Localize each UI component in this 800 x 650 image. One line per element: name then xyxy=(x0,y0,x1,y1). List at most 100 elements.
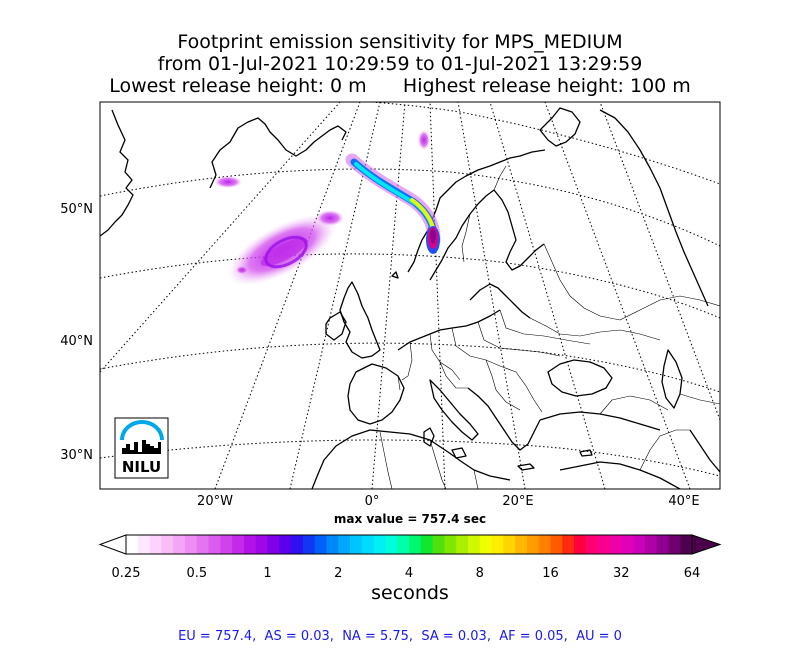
colorbar-tick-label: 0.5 xyxy=(186,566,207,581)
colorbar-swatch xyxy=(585,535,599,554)
colorbar-label: seconds xyxy=(371,582,449,604)
border-16 xyxy=(429,439,447,489)
meridian-20w xyxy=(214,102,361,489)
border-5 xyxy=(499,309,591,345)
logo-text: NILU xyxy=(122,458,161,476)
colorbar-swatch xyxy=(385,535,398,554)
lat-label-30n: 30°N xyxy=(60,448,93,463)
colorbar-tick-label: 4 xyxy=(405,566,413,581)
colorbar-swatch xyxy=(314,535,327,554)
colorbar-tick-label: 8 xyxy=(476,566,484,581)
colorbar-tick-label: 2 xyxy=(334,566,342,581)
colorbar-swatch xyxy=(503,535,516,554)
coast-novaya xyxy=(599,109,709,307)
region-totals: EU = 757.4, AS = 0.03, NA = 5.75, SA = 0… xyxy=(178,629,622,644)
meridian-40e xyxy=(544,102,691,489)
colorbar-extend-min xyxy=(98,534,127,555)
colorbar-swatch xyxy=(467,535,481,554)
border-10 xyxy=(543,243,621,321)
coast-iceland-east-greenland xyxy=(209,117,347,189)
title-line-1: Footprint emission sensitivity for MPS_M… xyxy=(177,31,623,53)
coast-caspian xyxy=(661,349,683,409)
map-content xyxy=(100,102,720,489)
colorbar-swatch xyxy=(668,535,681,554)
colorbar-tick-label: 0.25 xyxy=(112,566,141,581)
title-line-3: Lowest release height: 0 m Highest relea… xyxy=(0,75,800,97)
coast-black-sea xyxy=(547,359,613,397)
coast-iberia xyxy=(347,363,405,425)
country-borders xyxy=(379,165,720,489)
lon-label-20e: 20°E xyxy=(502,494,533,509)
meridian-0 xyxy=(371,102,406,489)
coastlines xyxy=(100,107,720,489)
lon-label-20w: 20°W xyxy=(197,494,233,509)
plume-iceland-core xyxy=(260,237,308,267)
colorbar-swatch xyxy=(208,535,221,554)
logo-skyline-icon xyxy=(122,440,161,454)
meridian-30w xyxy=(100,102,341,373)
border-7 xyxy=(485,359,521,411)
parallel-50n xyxy=(100,253,720,319)
colorbar-swatch xyxy=(137,535,150,554)
coast-sardinia xyxy=(423,427,435,447)
colorbar-swatch xyxy=(432,535,445,554)
colorbar xyxy=(98,534,722,555)
highest-release-height: Highest release height: 100 m xyxy=(402,75,691,97)
colorbar-swatch xyxy=(350,535,363,554)
map-background xyxy=(100,102,720,489)
colorbar-swatch xyxy=(621,535,634,554)
graticule xyxy=(100,102,720,489)
coast-red-sea-arabia xyxy=(689,429,720,473)
colorbar-swatch xyxy=(409,535,422,554)
lat-label-40n: 40°N xyxy=(60,334,93,349)
coast-sweden-finland xyxy=(429,189,545,281)
lon-label-0: 0° xyxy=(365,494,380,509)
border-9 xyxy=(529,317,661,341)
colorbar-swatch xyxy=(361,535,375,554)
colorbar-swatch xyxy=(444,535,457,554)
colorbar-tick-label: 32 xyxy=(613,566,630,581)
colorbar-swatch xyxy=(338,535,351,554)
meridian-30e xyxy=(489,102,606,489)
colorbar-swatch xyxy=(232,535,245,554)
coast-norway xyxy=(407,149,546,273)
longitude-labels: 20°W 0° 20°E 40°E xyxy=(197,494,700,509)
plume-greenland xyxy=(214,176,242,188)
border-19 xyxy=(619,295,720,321)
colorbar-swatch xyxy=(397,535,410,554)
coast-faroe xyxy=(391,271,399,279)
plume-west-spot xyxy=(236,266,248,274)
colorbar-swatch xyxy=(373,535,386,554)
colorbar-swatch xyxy=(656,535,669,554)
border-6 xyxy=(439,361,468,389)
border-13 xyxy=(599,395,669,415)
colorbar-swatch xyxy=(279,535,292,554)
coast-greenland xyxy=(100,109,134,237)
lat-label-50n: 50°N xyxy=(60,202,93,217)
meridian-10e xyxy=(429,102,446,489)
colorbar-swatch xyxy=(609,535,622,554)
colorbar-swatch xyxy=(220,535,233,554)
colorbar-tick-label: 64 xyxy=(684,566,701,581)
colorbar-swatch xyxy=(255,535,268,554)
colorbar-swatch xyxy=(267,535,280,554)
colorbar-swatch xyxy=(550,535,563,554)
meridian-50e xyxy=(599,102,720,421)
nilu-logo: NILU xyxy=(114,417,169,479)
coast-uk xyxy=(339,281,381,359)
border-11 xyxy=(493,165,507,191)
colorbar-swatch xyxy=(302,535,316,554)
coast-ireland xyxy=(325,311,347,341)
colorbar-tick-label: 1 xyxy=(263,566,271,581)
plume-faroe xyxy=(316,210,344,226)
colorbar-swatch xyxy=(456,535,469,554)
colorbar-swatch xyxy=(126,535,139,554)
coast-eastern-med xyxy=(559,461,681,489)
border-14 xyxy=(639,429,690,471)
map-frame xyxy=(99,101,721,490)
colorbar-swatch xyxy=(420,535,433,554)
border-3 xyxy=(451,327,517,373)
coast-europe-west xyxy=(397,309,501,351)
max-value-label: max value = 757.4 sec xyxy=(334,512,486,526)
